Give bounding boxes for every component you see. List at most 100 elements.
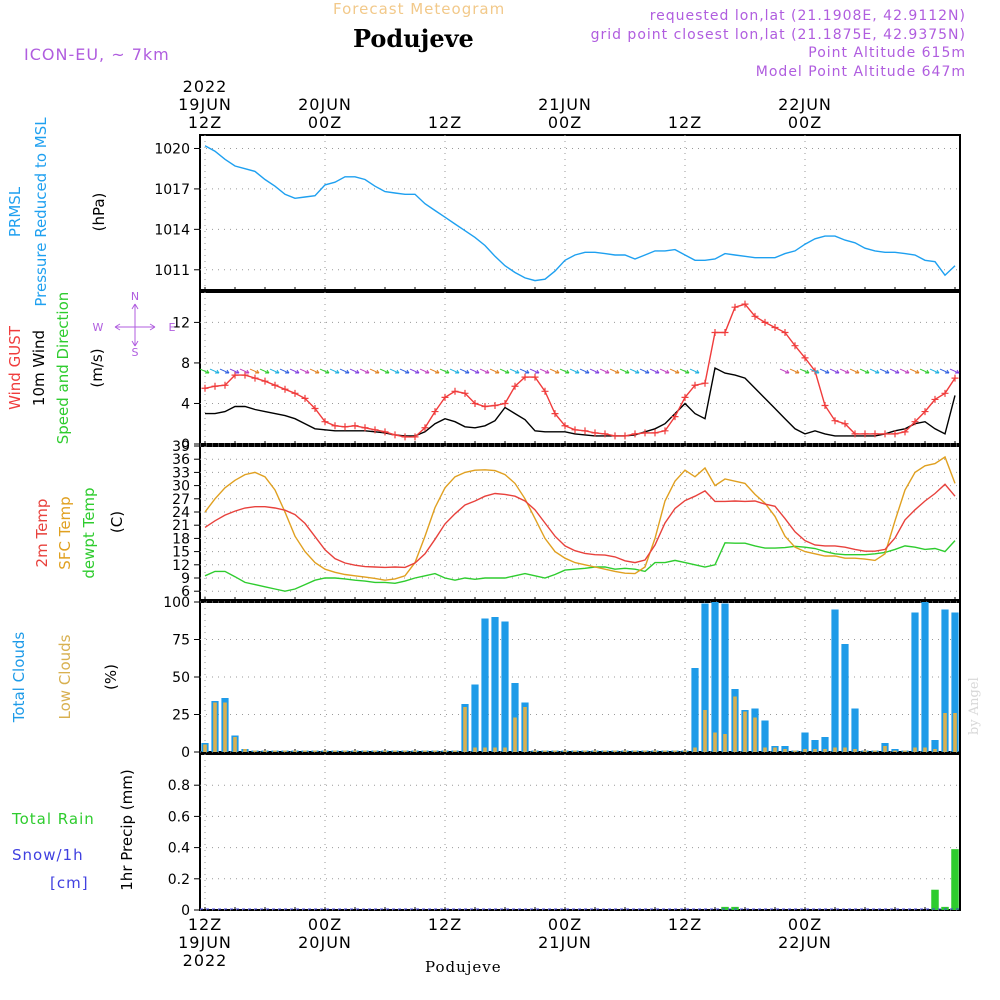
- wind-direction-arrow: [939, 368, 950, 374]
- wind-gust-line-marker: [641, 429, 649, 437]
- wind-gust-line-marker: [831, 417, 839, 425]
- wind-gust-line-marker: [521, 373, 529, 381]
- wind-direction-arrow: [809, 368, 820, 374]
- wind-gust-line-marker: [931, 395, 939, 403]
- y-tick-label: 33: [172, 465, 190, 481]
- wind-direction-label: Speed and Direction: [54, 292, 72, 445]
- point-altitude: Point Altitude 615m: [808, 45, 966, 61]
- low-cloud-bar: [923, 747, 927, 752]
- wind-direction-arrow: [599, 368, 610, 374]
- low-cloud-bar: [353, 750, 357, 752]
- wind-gust-line-marker: [821, 401, 829, 409]
- wind-gust-line-marker: [921, 408, 929, 416]
- low-cloud-bar: [323, 750, 327, 752]
- wind-direction-arrow: [409, 368, 420, 374]
- wind-direction-arrow: [539, 368, 550, 374]
- total-cloud-bar: [501, 621, 509, 752]
- wind-gust-line-marker: [371, 426, 379, 434]
- top-time-label: 12Z: [428, 113, 462, 132]
- wind-direction-arrow: [469, 368, 480, 374]
- wind-direction-arrow: [569, 368, 580, 374]
- y-tick-label: 4: [181, 396, 190, 412]
- wind-gust-line-marker: [281, 385, 289, 393]
- wind-direction-arrow: [589, 368, 600, 374]
- wind-direction-arrow: [529, 368, 540, 374]
- temp-unit: (C): [108, 511, 126, 533]
- y-tick-label: 0.8: [168, 778, 190, 794]
- temp-2m-label: 2m Temp: [33, 499, 51, 568]
- total-cloud-bar: [921, 602, 929, 752]
- low-cloud-bar: [643, 750, 647, 752]
- low-cloud-bar: [823, 749, 827, 752]
- wind-gust-line-marker: [691, 381, 699, 389]
- wind-direction-arrow: [849, 368, 860, 374]
- low-cloud-bar: [723, 734, 727, 752]
- y-tick-label: 36: [172, 452, 190, 468]
- total-cloud-bar: [851, 708, 859, 752]
- wind-gust-line: [204, 303, 956, 438]
- wind-direction-arrow: [439, 368, 450, 374]
- low-cloud-bar: [773, 747, 777, 752]
- low-cloud-bar: [513, 717, 517, 752]
- total-cloud-bar: [691, 668, 699, 752]
- wind-gust-line-marker: [401, 433, 409, 441]
- total-cloud-bar: [481, 618, 489, 752]
- y-tick-label: 12: [172, 558, 190, 574]
- total-cloud-bar: [821, 737, 829, 752]
- low-cloud-bar: [733, 696, 737, 752]
- pressure-label-1: PRMSL: [6, 186, 24, 237]
- low-cloud-bar: [633, 750, 637, 752]
- wind-gust-line-marker: [581, 427, 589, 435]
- compass-n-label: N: [131, 290, 139, 303]
- low-cloud-bar: [833, 747, 837, 752]
- top-time-label: 20JUN: [298, 95, 352, 114]
- low-cloud-bar: [223, 702, 227, 752]
- wind-direction-arrow: [499, 368, 510, 374]
- low-cloud-bar: [843, 747, 847, 752]
- total-cloud-bar: [801, 732, 809, 752]
- wind-gust-line-marker: [471, 399, 479, 407]
- low-cloud-bar: [863, 750, 867, 752]
- wind-gust-line-marker: [561, 422, 569, 430]
- temp-dewpt-label: dewpt Temp: [80, 487, 98, 578]
- top-time-label: 00Z: [548, 113, 582, 132]
- top-time-label: 12Z: [668, 113, 702, 132]
- wind-gust-line-marker: [221, 381, 229, 389]
- y-tick-label: 8: [181, 356, 190, 372]
- wind-direction-arrow: [219, 368, 230, 374]
- y-tick-label: 0: [181, 745, 190, 761]
- panel-frame-wind: [199, 291, 961, 445]
- y-tick-label: 15: [172, 545, 190, 561]
- wind-gust-line-marker: [631, 430, 639, 438]
- bottom-time-label: 00Z: [548, 915, 582, 934]
- compass-w-label: W: [93, 321, 104, 334]
- wind-direction-arrow: [869, 368, 880, 374]
- wind-gust-line-marker: [541, 387, 549, 395]
- wind-gust-line-marker: [861, 430, 869, 438]
- wind-direction-arrow: [199, 368, 210, 374]
- low-cloud-bar: [243, 749, 247, 752]
- wind-gust-line-marker: [651, 429, 659, 437]
- low-cloud-bar: [673, 750, 677, 752]
- wind-gust-line-marker: [531, 373, 539, 381]
- wind-gust-line-marker: [781, 329, 789, 337]
- wind-direction-arrow: [839, 368, 850, 374]
- wind-gust-line-marker: [421, 424, 429, 432]
- wind-gust-line-marker: [841, 420, 849, 428]
- wind-gust-line-marker: [311, 405, 319, 413]
- bottom-time-label: 2022: [183, 951, 228, 970]
- precip-rain-label: Total Rain: [11, 810, 95, 828]
- wind-gust-label: Wind GUST: [6, 325, 24, 410]
- wind-direction-arrow: [679, 368, 690, 374]
- bottom-time-label: 12Z: [188, 915, 222, 934]
- low-cloud-bar: [693, 747, 697, 752]
- low-cloud-bar: [933, 749, 937, 752]
- total-cloud-bar: [721, 603, 729, 752]
- wind-direction-arrow: [799, 368, 810, 374]
- wind-direction-arrow: [629, 368, 640, 374]
- wind-gust-line-marker: [951, 374, 959, 382]
- bottom-time-label: 21JUN: [538, 933, 592, 952]
- low-cloud-bar: [473, 747, 477, 752]
- wind-gust-line-marker: [361, 424, 369, 432]
- wind-unit: (m/s): [88, 348, 106, 387]
